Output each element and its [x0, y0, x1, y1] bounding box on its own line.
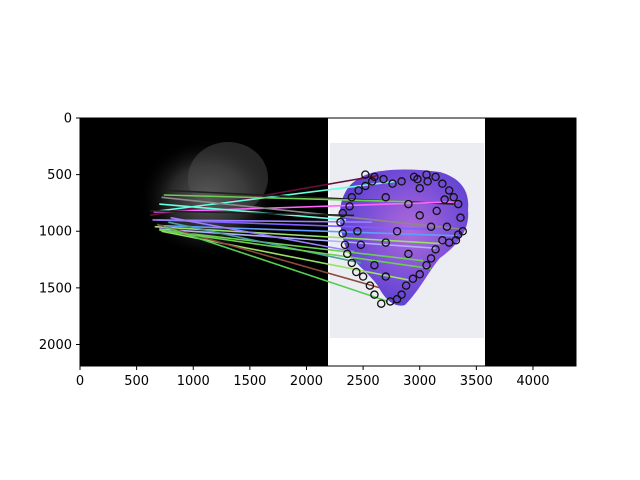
keypoint-marker: [431, 172, 440, 182]
keypoints: [336, 170, 468, 308]
keypoint-marker: [381, 193, 391, 202]
keypoint-marker: [352, 267, 361, 277]
match-line: [163, 225, 389, 303]
keypoint-marker: [358, 272, 368, 281]
keypoint-marker: [379, 174, 388, 184]
match-line: [159, 203, 347, 221]
keypoint-marker: [365, 281, 375, 290]
keypoint-marker: [408, 274, 418, 284]
keypoint-marker: [340, 240, 350, 250]
keypoint-marker: [432, 206, 441, 216]
keypoint-marker: [361, 170, 370, 179]
keypoint-marker: [353, 226, 362, 236]
match-line: [150, 210, 355, 217]
keypoint-marker: [354, 186, 363, 195]
keypoint-marker: [338, 229, 347, 238]
keypoint-marker: [415, 183, 424, 193]
keypoint-marker: [370, 172, 379, 182]
keypoint-marker: [361, 181, 370, 191]
keypoint-marker: [338, 208, 347, 218]
keypoint-marker: [381, 272, 391, 281]
keypoint-marker: [426, 222, 436, 231]
keypoint-marker: [453, 199, 463, 209]
keypoint-marker: [386, 297, 395, 306]
keypoint-marker: [426, 254, 436, 263]
y-tick-label: 0: [64, 112, 72, 127]
match-line: [165, 230, 432, 270]
axes-frame: [79, 117, 577, 367]
x-tick-label: 500: [124, 374, 149, 389]
keypoint-marker: [404, 249, 413, 259]
keypoint-marker: [413, 174, 422, 184]
y-tick-label: 1500: [39, 281, 72, 296]
keypoint-marker: [388, 179, 397, 188]
match-line: [152, 219, 373, 223]
keypoint-marker: [415, 270, 424, 279]
keypoint-marker: [336, 217, 345, 227]
keypoint-marker: [438, 236, 447, 245]
match-line: [161, 196, 460, 230]
plot-area: [79, 117, 577, 367]
keypoint-marker: [347, 193, 357, 202]
keypoint-marker: [397, 290, 406, 299]
keypoint-marker: [442, 222, 452, 231]
match-line: [168, 221, 362, 264]
match-line: [153, 200, 458, 213]
x-tick-label: 0: [76, 374, 84, 389]
x-tick-label: 4000: [516, 374, 549, 389]
keypoint-marker: [453, 230, 463, 239]
match-lines: [150, 174, 460, 303]
match-line: [159, 228, 436, 250]
match-line: [156, 219, 450, 231]
keypoint-marker: [423, 177, 432, 186]
y-tick-label: 1000: [39, 225, 72, 240]
keypoint-marker: [440, 195, 449, 204]
x-axis: 0 500 1000 1500 2000 2500 3000 3500 4000: [76, 366, 550, 389]
x-tick-label: 1500: [233, 374, 266, 389]
keypoint-marker: [356, 240, 366, 250]
keypoint-marker: [438, 179, 447, 188]
keypoint-marker: [456, 213, 465, 222]
keypoint-marker: [449, 193, 458, 202]
keypoint-marker: [381, 238, 391, 247]
keypoint-marker: [343, 249, 352, 259]
y-tick-label: 500: [47, 168, 72, 183]
x-tick-label: 2500: [347, 374, 380, 389]
x-tick-label: 3000: [403, 374, 436, 389]
x-tick-label: 1000: [177, 374, 210, 389]
match-line: [163, 194, 412, 203]
keypoint-marker: [370, 260, 379, 270]
keypoint-marker: [392, 226, 402, 236]
keypoint-marker: [401, 281, 411, 290]
y-tick-label: 2000: [39, 338, 72, 353]
x-tick-label: 2000: [290, 374, 323, 389]
y-axis: 0 500 1000 1500 2000: [39, 112, 80, 353]
keypoint-marker: [431, 245, 440, 254]
keypoint-marker: [444, 186, 454, 195]
keypoint-marker: [345, 202, 354, 211]
x-tick-label: 3500: [460, 374, 493, 389]
keypoint-marker: [422, 260, 431, 270]
match-line: [170, 216, 355, 253]
right-black-margin: [485, 118, 576, 366]
keypoint-marker: [415, 211, 424, 220]
match-line: [158, 224, 458, 237]
keypoint-marker: [376, 299, 386, 308]
keypoint-marker: [370, 290, 379, 299]
left-gray-tissue-core: [188, 142, 268, 214]
keypoint-marker: [367, 177, 377, 186]
keypoint-marker: [404, 199, 413, 209]
keypoint-marker: [397, 177, 406, 186]
keypoint-marker: [347, 258, 357, 268]
match-line: [159, 229, 424, 262]
